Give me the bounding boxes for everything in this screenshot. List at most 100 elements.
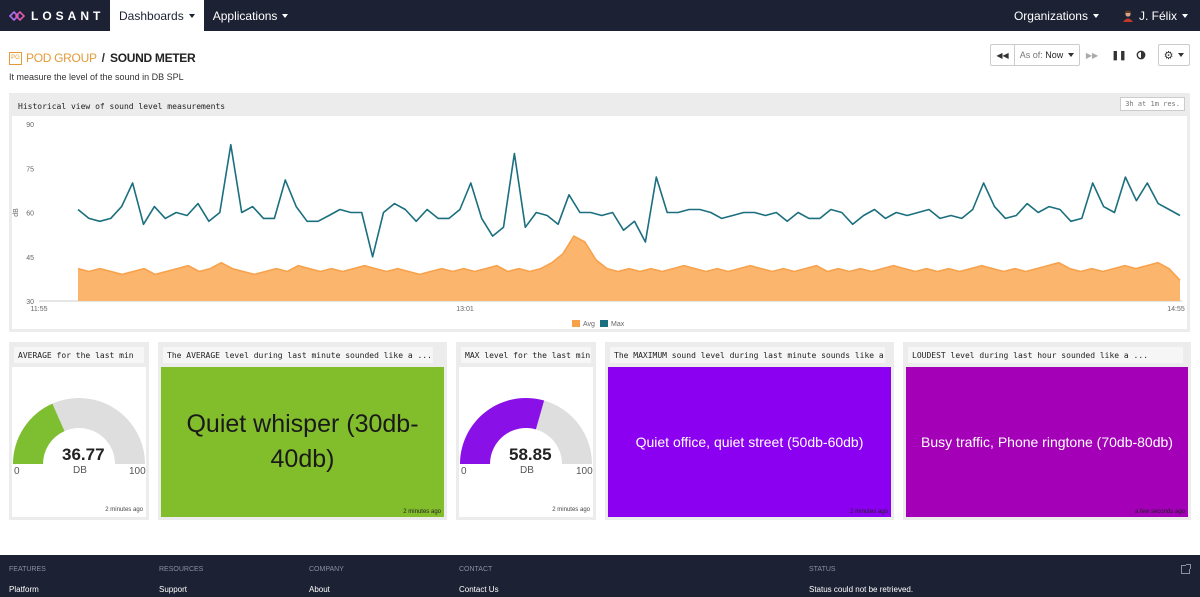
- avg-gauge-fill: [13, 403, 65, 464]
- logo-icon: [9, 10, 25, 21]
- series-avg-line: [77, 235, 1181, 281]
- y-tick-label: 45: [26, 255, 34, 262]
- chevron-down-icon: [1068, 53, 1075, 57]
- footer-contact-link[interactable]: Contact Us: [459, 585, 499, 594]
- chevron-down-icon: [1178, 53, 1185, 57]
- chevron-down-icon: [188, 13, 195, 18]
- loudest-indicator-panel: LOUDEST level during last hour sounded l…: [903, 342, 1191, 520]
- legend-swatch-avg: [572, 320, 580, 327]
- footer-support-link[interactable]: Support: [159, 585, 188, 594]
- settings-menu-button[interactable]: ⚙: [1158, 44, 1190, 66]
- footer-resources-heading: RESOURCES: [159, 566, 204, 573]
- avg-gauge-body: 36.77 DB 0 100 2 minutes ago: [12, 367, 146, 517]
- avg-gauge-value: 36.77: [62, 445, 105, 464]
- user-name: J. Félix: [1138, 8, 1177, 23]
- max-gauge-updated: 2 minutes ago: [552, 507, 590, 513]
- fast-forward-button[interactable]: ▶▶: [1080, 44, 1104, 66]
- series-avg-area: [78, 236, 1180, 301]
- y-tick-label: 30: [26, 299, 34, 306]
- pause-button[interactable]: ❚❚: [1108, 44, 1130, 66]
- loudest-indicator-title: LOUDEST level during last hour sounded l…: [908, 347, 1183, 363]
- external-link-icon[interactable]: [1181, 564, 1191, 574]
- history-line-chart: 90 75 60 45 30 dB 11:55 13:01 14:55 Avg Max: [13, 122, 1185, 328]
- footer-platform-link[interactable]: Platform: [9, 585, 39, 594]
- breadcrumb-application-link[interactable]: POD GROUP: [26, 51, 97, 65]
- history-chart-body: 90 75 60 45 30 dB 11:55 13:01 14:55 Avg Max: [12, 116, 1187, 329]
- chevron-down-icon: [1092, 13, 1099, 18]
- resolution-badge[interactable]: 3h at 1m res.: [1120, 97, 1185, 111]
- footer-company: COMPANY About: [309, 566, 344, 594]
- avg-gauge-title: AVERAGE for the last min: [14, 347, 144, 363]
- as-of-time-selector[interactable]: As of: Now: [1015, 44, 1080, 66]
- avg-indicator-text: Quiet whisper (30db-40db): [186, 410, 419, 473]
- nav-dashboards-label: Dashboards: [119, 8, 184, 23]
- footer-about-link[interactable]: About: [309, 585, 330, 594]
- rewind-button[interactable]: ◀◀: [990, 44, 1015, 66]
- user-avatar-icon: [1122, 10, 1133, 22]
- breadcrumb-separator: /: [101, 51, 105, 65]
- history-chart-title: Historical view of sound level measureme…: [18, 101, 226, 111]
- footer-features: FEATURES Platform: [9, 566, 46, 594]
- avg-gauge-updated: 2 minutes ago: [105, 507, 143, 513]
- series-max-line: [77, 143, 1181, 258]
- fast-forward-icon: ▶▶: [1085, 50, 1099, 60]
- footer-status: STATUS Status could not be retrieved.: [809, 566, 913, 594]
- loudest-indicator-updated: a few seconds ago: [1134, 509, 1185, 515]
- avg-gauge-chart: [13, 398, 145, 464]
- breadcrumb: PG POD GROUP / SOUND METER: [9, 51, 196, 65]
- losant-logo[interactable]: LOSANT: [0, 0, 110, 31]
- footer-contact: CONTACT Contact Us: [459, 566, 499, 594]
- avg-indicator-updated: 2 minutes ago: [403, 509, 441, 515]
- max-gauge-fill: [460, 398, 545, 464]
- max-indicator-panel: The MAXIMUM sound level during last minu…: [605, 342, 894, 520]
- legend-swatch-max: [600, 320, 608, 327]
- user-menu[interactable]: J. Félix: [1113, 0, 1200, 31]
- max-gauge-chart: [460, 398, 592, 464]
- history-chart-panel: Historical view of sound level measureme…: [9, 93, 1190, 332]
- dashboard-toolbar: ◀◀ As of: Now ▶▶ ❚❚ ⚙: [990, 44, 1190, 66]
- pause-icon: ❚❚: [1111, 49, 1127, 60]
- max-indicator-title: The MAXIMUM sound level during last minu…: [610, 347, 885, 363]
- chevron-down-icon: [1182, 13, 1188, 18]
- max-gauge-max: 100: [576, 466, 593, 477]
- avg-gauge-panel: AVERAGE for the last min 36.77 DB 0 100 …: [9, 342, 149, 520]
- x-tick-label: 13:01: [456, 306, 474, 313]
- refresh-button[interactable]: [1130, 44, 1152, 66]
- footer-features-heading: FEATURES: [9, 566, 46, 573]
- y-axis-label: dB: [13, 208, 20, 217]
- y-tick-label: 90: [26, 122, 34, 129]
- nav-dashboards-menu[interactable]: Dashboards: [110, 0, 204, 31]
- footer-status-text: Status could not be retrieved.: [809, 585, 914, 594]
- footer-company-heading: COMPANY: [309, 566, 344, 573]
- max-gauge-value: 58.85: [509, 445, 552, 464]
- max-indicator-block: Quiet office, quiet street (50db-60db) 2…: [608, 367, 891, 517]
- refresh-circle-icon: [1136, 50, 1146, 60]
- max-gauge-unit: DB: [520, 465, 534, 476]
- footer-contact-heading: CONTACT: [459, 566, 493, 573]
- loudest-indicator-text: Busy traffic, Phone ringtone (70db-80db): [921, 434, 1173, 450]
- avg-gauge-unit: DB: [73, 465, 87, 476]
- max-gauge-title: MAX level for the last min: [461, 347, 591, 363]
- as-of-value: Now: [1045, 50, 1064, 60]
- footer-status-heading: STATUS: [809, 566, 836, 573]
- rewind-icon: ◀◀: [996, 50, 1009, 60]
- avg-indicator-panel: The AVERAGE level during last minute sou…: [158, 342, 447, 520]
- loudest-indicator-block: Busy traffic, Phone ringtone (70db-80db)…: [906, 367, 1188, 517]
- top-navigation: LOSANT Dashboards Applications Organizat…: [0, 0, 1200, 31]
- avg-indicator-block: Quiet whisper (30db-40db) 2 minutes ago: [161, 367, 444, 517]
- max-indicator-text: Quiet office, quiet street (50db-60db): [635, 434, 864, 450]
- y-tick-label: 75: [26, 166, 34, 173]
- max-indicator-updated: 2 minutes ago: [850, 509, 888, 515]
- avg-indicator-title: The AVERAGE level during last minute sou…: [163, 347, 433, 363]
- as-of-label: As of:: [1019, 50, 1043, 60]
- nav-organizations-menu[interactable]: Organizations: [1005, 0, 1113, 31]
- max-gauge-min: 0: [461, 466, 467, 477]
- legend-label-avg: Avg: [583, 321, 595, 328]
- nav-applications-menu[interactable]: Applications: [204, 0, 298, 31]
- page-title: SOUND METER: [110, 51, 196, 65]
- max-gauge-panel: MAX level for the last min 58.85 DB 0 10…: [456, 342, 596, 520]
- x-tick-label: 11:55: [31, 306, 48, 313]
- max-gauge-body: 58.85 DB 0 100 2 minutes ago: [459, 367, 593, 517]
- x-tick-label: 14:55: [1167, 306, 1185, 313]
- y-tick-label: 60: [26, 211, 34, 218]
